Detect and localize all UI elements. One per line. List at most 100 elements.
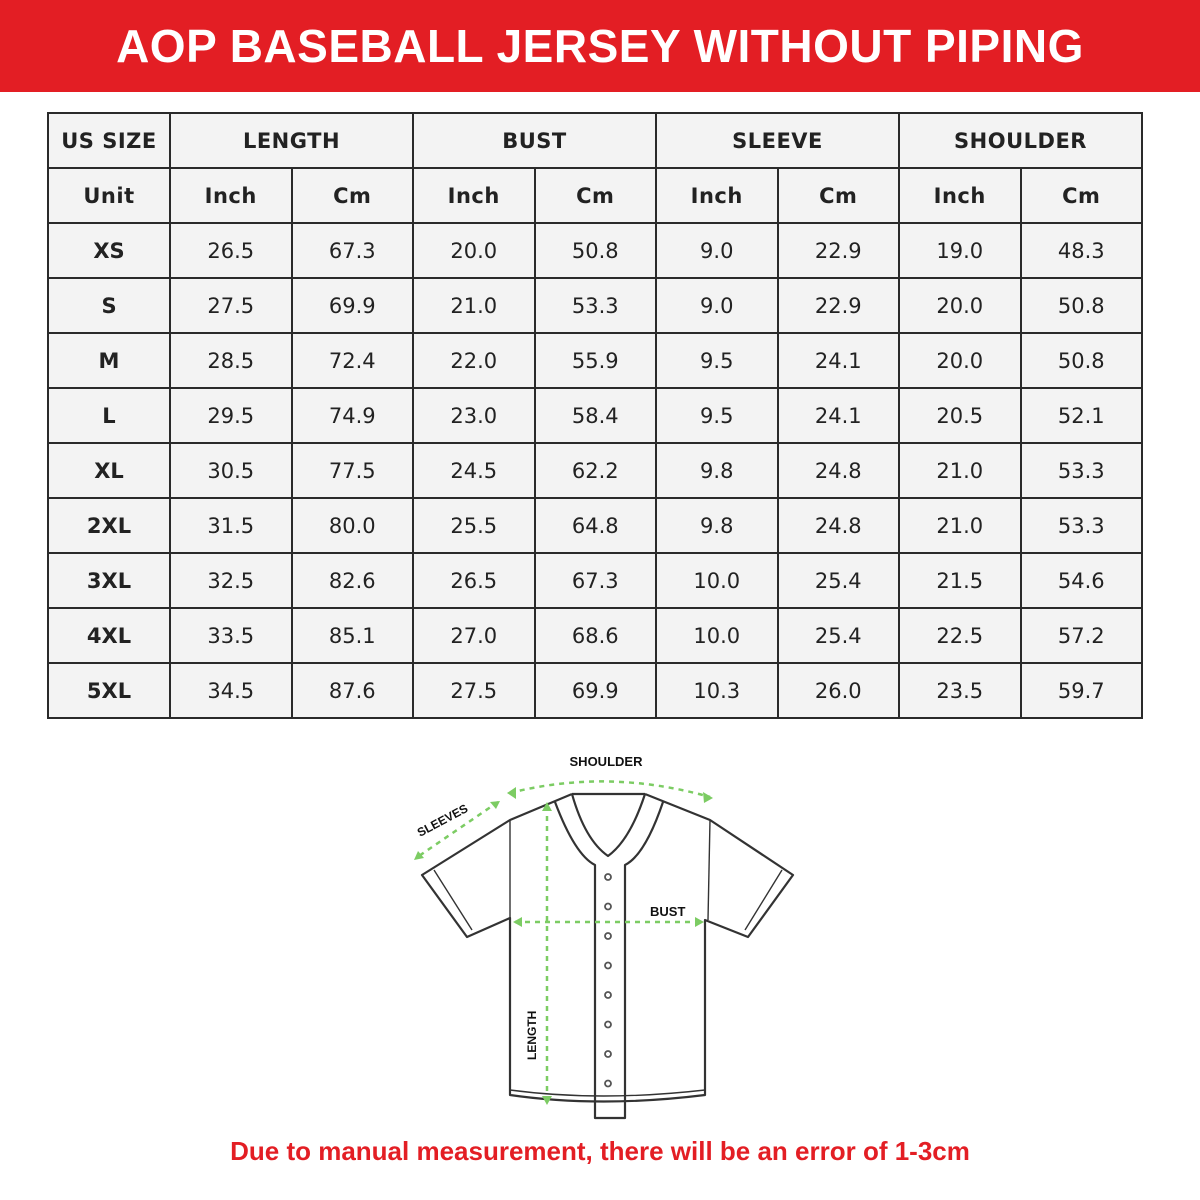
value-cell: 58.4: [533, 387, 657, 444]
jersey-diagram: SHOULDER SLEEVES BUST LENGTH: [400, 740, 820, 1130]
value-cell: 57.2: [1019, 607, 1143, 664]
value-cell: 22.9: [776, 277, 900, 334]
button-icon: [604, 902, 612, 911]
value-cell: 59.7: [1019, 662, 1143, 719]
value-cell: 20.0: [898, 332, 1022, 389]
length-label: LENGTH: [525, 1011, 539, 1060]
table-row: XS 26.5 67.3 20.0 50.8 9.0 22.9 19.0 48.3: [47, 222, 1143, 279]
header-sleeve: SLEEVE: [655, 112, 900, 169]
value-cell: 9.8: [655, 442, 779, 499]
value-cell: 21.0: [412, 277, 536, 334]
button-icon: [604, 1079, 612, 1088]
value-cell: 55.9: [533, 332, 657, 389]
value-cell: 20.0: [412, 222, 536, 279]
sleeve-measure-line: [415, 800, 499, 860]
unit-row: Unit Inch Cm Inch Cm Inch Cm Inch Cm: [47, 167, 1143, 224]
page-title: AOP BASEBALL JERSEY WITHOUT PIPING: [116, 20, 1084, 72]
table-row: 4XL 33.5 85.1 27.0 68.6 10.0 25.4 22.5 57.2: [47, 607, 1143, 664]
value-cell: 48.3: [1019, 222, 1143, 279]
size-cell: M: [47, 332, 171, 389]
size-cell: 2XL: [47, 497, 171, 554]
table-row: XL 30.5 77.5 24.5 62.2 9.8 24.8 21.0 53.3: [47, 442, 1143, 499]
button-icon: [604, 991, 612, 999]
value-cell: 62.2: [533, 442, 657, 499]
unit-cell: Cm: [776, 167, 900, 224]
value-cell: 26.5: [412, 552, 536, 609]
unit-cell: Inch: [169, 167, 293, 224]
size-cell: L: [47, 387, 171, 444]
value-cell: 80.0: [290, 497, 414, 554]
unit-cell: Inch: [655, 167, 779, 224]
value-cell: 25.4: [776, 552, 900, 609]
unit-cell: Inch: [412, 167, 536, 224]
unit-cell: Cm: [290, 167, 414, 224]
value-cell: 9.0: [655, 277, 779, 334]
value-cell: 27.5: [412, 662, 536, 719]
value-cell: 52.1: [1019, 387, 1143, 444]
value-cell: 30.5: [169, 442, 293, 499]
value-cell: 10.3: [655, 662, 779, 719]
sleeves-label: SLEEVES: [415, 801, 470, 839]
value-cell: 24.8: [776, 497, 900, 554]
size-chart-table: US SIZE LENGTH BUST SLEEVE SHOULDER Unit…: [47, 112, 1143, 719]
value-cell: 64.8: [533, 497, 657, 554]
value-cell: 27.0: [412, 607, 536, 664]
button-icon: [604, 932, 612, 940]
table-row: S 27.5 69.9 21.0 53.3 9.0 22.9 20.0 50.8: [47, 277, 1143, 334]
button-icon: [604, 873, 612, 881]
unit-cell: Cm: [1019, 167, 1143, 224]
measurement-error-note: Due to manual measurement, there will be…: [230, 1136, 970, 1166]
bust-label: BUST: [650, 904, 685, 919]
value-cell: 24.8: [776, 442, 900, 499]
header-bust: BUST: [412, 112, 657, 169]
value-cell: 19.0: [898, 222, 1022, 279]
shoulder-measure-line: [509, 780, 711, 799]
value-cell: 21.5: [898, 552, 1022, 609]
button-icon: [604, 961, 612, 970]
size-cell: 5XL: [47, 662, 171, 719]
value-cell: 50.8: [533, 222, 657, 279]
value-cell: 27.5: [169, 277, 293, 334]
value-cell: 20.5: [898, 387, 1022, 444]
value-cell: 69.9: [290, 277, 414, 334]
value-cell: 54.6: [1019, 552, 1143, 609]
value-cell: 24.5: [412, 442, 536, 499]
value-cell: 87.6: [290, 662, 414, 719]
title-banner: AOP BASEBALL JERSEY WITHOUT PIPING: [0, 0, 1200, 92]
header-shoulder: SHOULDER: [898, 112, 1143, 169]
size-cell: XL: [47, 442, 171, 499]
value-cell: 22.9: [776, 222, 900, 279]
table-row: 3XL 32.5 82.6 26.5 67.3 10.0 25.4 21.5 54.6: [47, 552, 1143, 609]
value-cell: 25.4: [776, 607, 900, 664]
value-cell: 9.5: [655, 332, 779, 389]
unit-cell: Inch: [898, 167, 1022, 224]
table-row: 2XL 31.5 80.0 25.5 64.8 9.8 24.8 21.0 53.3: [47, 497, 1143, 554]
value-cell: 50.8: [1019, 277, 1143, 334]
value-cell: 53.3: [533, 277, 657, 334]
value-cell: 21.0: [898, 442, 1022, 499]
group-header-row: US SIZE LENGTH BUST SLEEVE SHOULDER: [47, 112, 1143, 169]
button-icon: [604, 1020, 612, 1029]
value-cell: 82.6: [290, 552, 414, 609]
shoulder-label: SHOULDER: [570, 754, 644, 769]
value-cell: 32.5: [169, 552, 293, 609]
button-icon: [604, 1050, 612, 1058]
value-cell: 72.4: [290, 332, 414, 389]
value-cell: 10.0: [655, 607, 779, 664]
value-cell: 67.3: [533, 552, 657, 609]
value-cell: 31.5: [169, 497, 293, 554]
value-cell: 20.0: [898, 277, 1022, 334]
size-cell: 3XL: [47, 552, 171, 609]
value-cell: 68.6: [533, 607, 657, 664]
value-cell: 24.1: [776, 332, 900, 389]
value-cell: 29.5: [169, 387, 293, 444]
table-row: M 28.5 72.4 22.0 55.9 9.5 24.1 20.0 50.8: [47, 332, 1143, 389]
value-cell: 23.5: [898, 662, 1022, 719]
value-cell: 9.8: [655, 497, 779, 554]
value-cell: 28.5: [169, 332, 293, 389]
value-cell: 67.3: [290, 222, 414, 279]
value-cell: 25.5: [412, 497, 536, 554]
value-cell: 74.9: [290, 387, 414, 444]
header-us-size: US SIZE: [47, 112, 171, 169]
value-cell: 21.0: [898, 497, 1022, 554]
